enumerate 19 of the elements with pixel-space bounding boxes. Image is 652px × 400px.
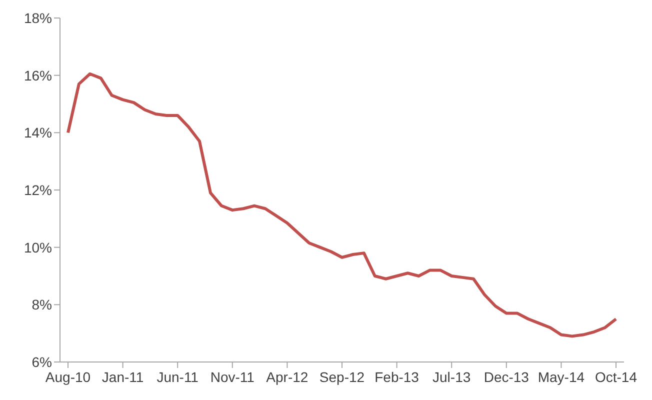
y-tick-label: 14% bbox=[24, 124, 52, 141]
x-tick-label: Sep-12 bbox=[319, 369, 365, 385]
x-tick-label: Nov-11 bbox=[210, 369, 255, 385]
x-tick-label: Feb-13 bbox=[374, 369, 420, 385]
y-tick-label: 10% bbox=[24, 239, 52, 256]
y-tick-label: 6% bbox=[32, 354, 52, 370]
x-tick-label: Aug-10 bbox=[45, 369, 91, 385]
line-series bbox=[66, 72, 618, 338]
y-tick-label: 8% bbox=[32, 296, 52, 313]
x-tick-label: Jul-13 bbox=[432, 369, 471, 385]
y-tick-label: 12% bbox=[24, 182, 52, 198]
y-tick-label: 18% bbox=[24, 10, 52, 26]
x-tick-label: Apr-12 bbox=[266, 369, 308, 385]
y-tick-label: 16% bbox=[24, 67, 52, 84]
x-tick-label: May-14 bbox=[538, 369, 585, 385]
x-tick-label: Oct-14 bbox=[594, 369, 638, 385]
x-tick-label: Jan-11 bbox=[102, 369, 144, 385]
x-tick-label: Jun-11 bbox=[156, 369, 199, 385]
x-tick-label: Dec-13 bbox=[484, 369, 530, 385]
